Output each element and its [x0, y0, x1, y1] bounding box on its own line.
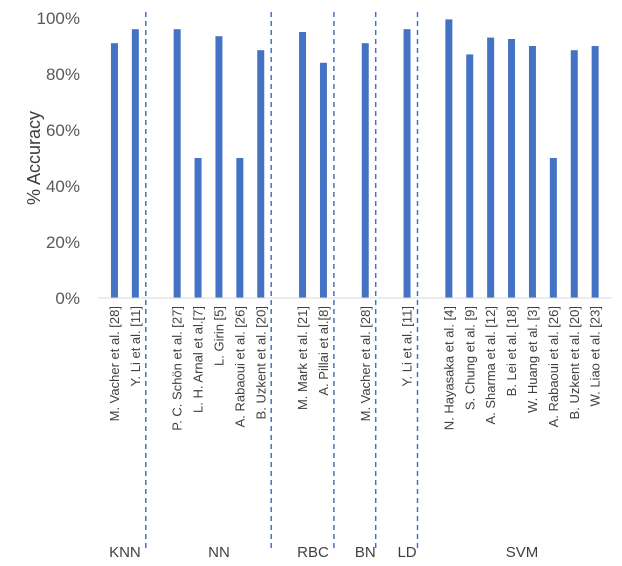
group-label: KNN [109, 544, 141, 561]
bar [173, 29, 181, 298]
category-label: W. Huang et al. [3] [525, 306, 540, 413]
category-label: A. Sharma et al. [12] [483, 306, 498, 425]
bar [445, 19, 453, 299]
bar [528, 46, 536, 298]
bar [549, 158, 557, 298]
category-label: A. Rabaoui et al. [26] [232, 306, 247, 427]
bar [131, 29, 139, 298]
category-label: S. Chung et al. [9] [462, 306, 477, 410]
bar [110, 43, 118, 299]
category-label: B. Uzkent et al. [20] [567, 306, 582, 419]
group-label: RBC [297, 544, 329, 561]
bar [194, 158, 202, 298]
y-tick-label: 0% [55, 289, 80, 308]
category-label: Y. Li et al. [11] [128, 306, 143, 386]
category-label: M. Vacher et al. [28] [358, 306, 373, 421]
y-tick-label: 80% [46, 65, 80, 84]
bar [570, 50, 578, 299]
group-label: SVM [506, 544, 539, 561]
category-label: B. Uzkent et al. [20] [253, 306, 268, 419]
y-tick-labels: 0% 20% 40% 60% 80% 100% [37, 9, 80, 308]
group-separators [145, 12, 419, 548]
bar [466, 54, 474, 299]
category-label: M. Mark et al. [21] [295, 306, 310, 410]
category-label: P. C. Schön et al. [27] [170, 306, 185, 431]
group-label: LD [397, 544, 416, 561]
category-label: A. Pillai et al.[8] [316, 306, 331, 396]
category-label: L. Girin [5] [211, 306, 226, 366]
y-axis-label: % Accuracy [24, 111, 44, 205]
category-labels: M. Vacher et al. [28] Y. Li et al. [11] P.… [107, 306, 603, 431]
category-label: A. Rabaoui et al. [26] [546, 306, 561, 427]
group-labels: KNN NN RBC BN LD SVM [109, 544, 538, 561]
bars [110, 19, 599, 299]
bar [236, 158, 244, 298]
category-label: Y. Li et al. [11] [400, 306, 415, 386]
category-label: W. Liao et al. [23] [588, 306, 603, 406]
y-tick-label: 100% [37, 9, 80, 28]
bar [591, 46, 599, 298]
bar [215, 36, 223, 298]
bar [299, 32, 307, 298]
y-tick-label: 40% [46, 177, 80, 196]
bar [508, 39, 516, 298]
category-label: M. Vacher et al. [28] [107, 306, 122, 421]
bar [361, 43, 369, 299]
bar [487, 37, 495, 298]
bar [257, 50, 265, 299]
bar [403, 29, 411, 298]
category-label: L. H. Arnal et al.[7] [191, 306, 206, 413]
category-label: B. Lei et al. [18] [504, 306, 519, 396]
bar [319, 62, 327, 298]
group-label: BN [355, 544, 376, 561]
y-tick-label: 20% [46, 233, 80, 252]
group-label: NN [208, 544, 230, 561]
y-tick-label: 60% [46, 121, 80, 140]
category-label: N. Hayasaka et al. [4] [441, 306, 456, 430]
